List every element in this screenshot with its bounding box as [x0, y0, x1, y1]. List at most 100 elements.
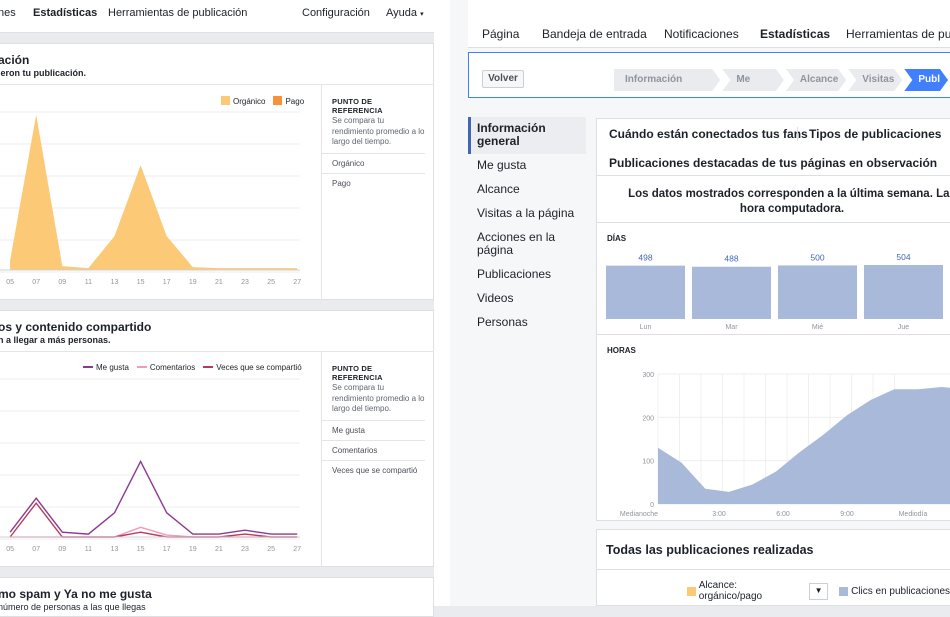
legend-paid[interactable]: Pago: [273, 96, 304, 106]
tab-inbox[interactable]: Bandeja de entrada: [542, 27, 647, 41]
tab-page[interactable]: Página: [482, 27, 520, 41]
nav-item-settings[interactable]: Configuración: [302, 7, 370, 19]
x-tick-label: 9:00: [840, 511, 854, 518]
all-posts-legend: Alcance: orgánico/pago ▼ Clics en public…: [687, 580, 950, 602]
x-tick-label: 27: [293, 546, 301, 553]
tab-when-fans-online[interactable]: Cuándo están conectados tus fans: [609, 127, 808, 141]
legend-organic[interactable]: Orgánico: [221, 96, 265, 106]
step-reach[interactable]: Alcance: [786, 69, 846, 91]
x-tick-label: 07: [32, 279, 40, 286]
tab-post-types[interactable]: Tipos de publicaciones: [809, 127, 942, 141]
nav-item-help[interactable]: Ayuda ▾: [386, 7, 424, 19]
nav-page-visits[interactable]: Visitas a la página: [477, 206, 575, 220]
x-tick-label: 21: [215, 546, 223, 553]
x-tick-label: 19: [189, 279, 197, 286]
chart-legend: Orgánico Pago: [221, 96, 304, 106]
tab-stats[interactable]: Estadísticas: [760, 27, 831, 41]
benchmark-item-shares[interactable]: Veces que se compartió: [321, 459, 425, 480]
day-bar: [864, 265, 943, 319]
benchmark-item-likes[interactable]: Me gusta: [321, 419, 425, 440]
x-tick-label: 23: [241, 546, 249, 553]
benchmark-item-comments[interactable]: Comentarios: [321, 439, 425, 460]
card-title: ación: [0, 53, 30, 67]
benchmark-item-paid[interactable]: Pago: [321, 172, 425, 193]
x-tick-label: 15: [137, 546, 145, 553]
left-top-nav: nes Estadísticas Herramientas de publica…: [0, 0, 434, 33]
day-bar: [606, 265, 685, 319]
step-posts[interactable]: Publ: [904, 69, 948, 91]
hours-area: [658, 387, 950, 504]
line-series-Me gusta: [9, 459, 298, 535]
card-title: os y contenido compartido: [0, 320, 152, 334]
y-tick-label: 0: [650, 502, 654, 509]
days-label: DÍAS: [607, 234, 627, 243]
tab-top-posts-watched[interactable]: Publicaciones destacadas de tus páginas …: [609, 156, 938, 170]
x-tick-label: 11: [85, 546, 92, 553]
nav-item[interactable]: nes: [0, 7, 16, 19]
day-value-label: 498: [638, 253, 652, 263]
x-tick-label: 19: [189, 546, 197, 553]
y-tick-label: 100: [642, 459, 654, 466]
nav-item-publishing-tools[interactable]: Herramientas de publicación: [108, 7, 248, 19]
nav-page-actions[interactable]: Acciones en la página: [477, 230, 556, 257]
caret-down-icon: ▼: [814, 585, 823, 595]
card-subtitle: n a llegar a más personas.: [0, 335, 111, 345]
day-category-label: Mié: [812, 324, 823, 331]
hours-area-chart: 300 200 100 0 Medianoche 3:00 6:00 9:00 Mediodía: [620, 372, 950, 518]
y-tick-label: 300: [642, 372, 654, 379]
x-tick-label: 07: [32, 546, 40, 553]
step-likes[interactable]: Me gusta: [722, 69, 784, 91]
benchmark-panel: PUNTO DE REFERENCIA Se compara tu rendim…: [321, 97, 425, 193]
all-posts-title: Todas las publicaciones realizadas: [606, 543, 814, 557]
step-visits[interactable]: Visitas: [848, 69, 902, 91]
x-tick-label: 05: [6, 546, 14, 553]
card-title: mo spam y Ya no me gusta: [0, 587, 152, 601]
day-category-label: Mar: [725, 324, 738, 331]
day-bar: [778, 265, 857, 319]
reach-chart: 05 07 09 11 13 15 17 19 21 23 25 27: [0, 111, 301, 286]
x-tick-label: 25: [267, 279, 275, 286]
posts-tabs: Cuándo están conectados tus fans Tipos d…: [597, 119, 950, 176]
all-posts-panel: Todas las publicaciones realizadas Alcan…: [596, 529, 950, 606]
page-tabs: Página Bandeja de entrada Notificaciones…: [468, 0, 950, 48]
breadcrumb: Volver Información general Me gusta Alca…: [468, 52, 950, 98]
nav-reach[interactable]: Alcance: [477, 182, 520, 196]
legend-reach[interactable]: Alcance: orgánico/pago: [698, 580, 763, 602]
days-bar-chart: 498 Lun 488 Mar 500 Mié 504 Jue: [606, 252, 943, 331]
legend-clicks[interactable]: Clics en publicaciones: [851, 585, 950, 597]
legend-comments[interactable]: Comentarios: [136, 363, 195, 372]
card-subtitle: número de personas a las que llegas: [0, 602, 146, 612]
nav-videos[interactable]: Videos: [477, 291, 514, 305]
y-tick-label: 200: [642, 415, 654, 422]
tab-publishing-tools[interactable]: Herramientas de publ: [846, 27, 950, 41]
dropdown-button[interactable]: ▼: [808, 582, 829, 600]
nav-likes[interactable]: Me gusta: [477, 158, 527, 172]
day-bar: [692, 266, 771, 319]
nav-overview[interactable]: Información general: [468, 117, 586, 154]
date-range-info: Los datos mostrados corresponden a la úl…: [597, 177, 950, 223]
area-series-Orgánico: [10, 114, 298, 270]
right-window: Página Bandeja de entrada Notificaciones…: [450, 0, 950, 606]
breadcrumb-steps: Información general Me gusta Alcance Vis…: [614, 69, 950, 91]
x-tick-label: Medianoche: [620, 511, 658, 518]
benchmark-item-organic[interactable]: Orgánico: [321, 152, 425, 173]
hours-label: HORAS: [607, 346, 636, 355]
nav-posts[interactable]: Publicaciones: [477, 267, 552, 281]
x-tick-label: 17: [163, 546, 171, 553]
x-tick-label: 15: [137, 279, 145, 286]
legend-shares[interactable]: Veces que se compartió: [203, 363, 302, 372]
x-tick-label: 11: [85, 279, 92, 286]
legend-likes[interactable]: Me gusta: [83, 363, 129, 372]
x-tick-label: 3:00: [712, 511, 726, 518]
tab-notifications[interactable]: Notificaciones: [664, 27, 739, 41]
x-tick-label: Mediodía: [899, 511, 928, 518]
nav-people[interactable]: Personas: [477, 315, 528, 329]
line-series-Veces que se compartió: [9, 501, 298, 538]
x-tick-label: 27: [293, 279, 301, 286]
x-tick-label: 05: [6, 279, 14, 286]
back-button[interactable]: Volver: [482, 70, 524, 88]
step-overview[interactable]: Información general: [614, 69, 720, 91]
insights-nav: Información general Me gusta Alcance Vis…: [468, 117, 586, 335]
window-divider: [434, 0, 450, 606]
nav-item-stats[interactable]: Estadísticas: [33, 7, 98, 19]
